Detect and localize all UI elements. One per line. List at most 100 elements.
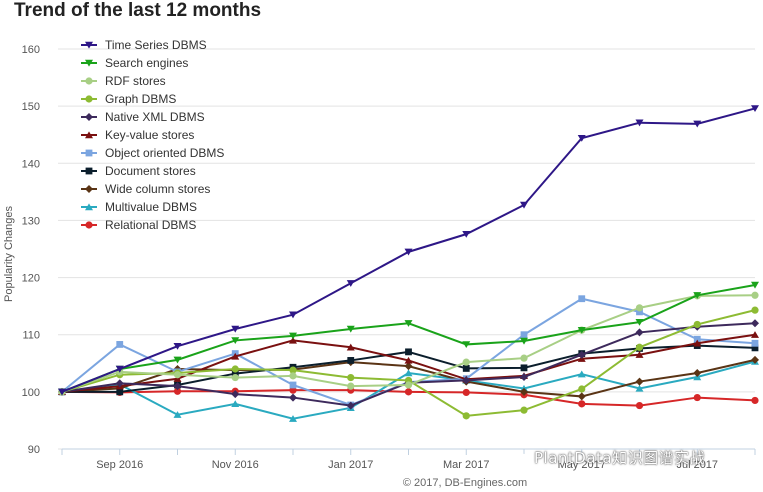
data-point[interactable]: [751, 339, 759, 347]
data-point[interactable]: [462, 341, 471, 349]
data-point[interactable]: [289, 332, 297, 340]
legend-item[interactable]: Native XML DBMS: [81, 110, 205, 124]
data-point[interactable]: [577, 326, 586, 334]
legend-item[interactable]: Key-value stores: [81, 128, 194, 142]
data-point[interactable]: [289, 415, 297, 422]
data-point[interactable]: [635, 119, 644, 127]
data-point[interactable]: [635, 351, 644, 358]
data-point[interactable]: [577, 134, 586, 142]
legend-item[interactable]: Relational DBMS: [81, 218, 196, 232]
data-point[interactable]: [751, 331, 759, 338]
data-point[interactable]: [289, 311, 297, 319]
data-point[interactable]: [346, 325, 355, 333]
data-point[interactable]: [231, 400, 240, 408]
data-point[interactable]: [520, 406, 528, 414]
data-point[interactable]: [693, 292, 702, 299]
data-point[interactable]: [578, 400, 586, 408]
legend-marker[interactable]: [85, 59, 93, 67]
data-point[interactable]: [116, 341, 124, 348]
data-point[interactable]: [577, 370, 586, 378]
data-point[interactable]: [751, 291, 759, 299]
legend-marker[interactable]: [85, 95, 93, 103]
data-point[interactable]: [635, 377, 644, 386]
legend-item[interactable]: Object oriented DBMS: [81, 146, 224, 160]
legend-marker[interactable]: [85, 185, 93, 193]
data-point[interactable]: [347, 373, 355, 382]
data-point[interactable]: [636, 308, 643, 316]
data-point[interactable]: [115, 365, 124, 373]
data-point[interactable]: [462, 388, 470, 397]
data-point[interactable]: [346, 343, 355, 351]
data-point[interactable]: [751, 281, 759, 289]
data-point[interactable]: [231, 373, 239, 382]
data-point[interactable]: [462, 358, 470, 366]
data-point[interactable]: [173, 382, 182, 391]
data-point[interactable]: [231, 370, 239, 377]
data-point[interactable]: [751, 355, 759, 364]
data-point[interactable]: [289, 393, 297, 402]
legend-marker[interactable]: [85, 221, 93, 229]
data-point[interactable]: [693, 339, 702, 347]
data-point[interactable]: [173, 387, 182, 395]
legend-marker[interactable]: [85, 113, 93, 121]
data-point[interactable]: [462, 376, 471, 385]
legend[interactable]: Time Series DBMS Search engines RDF stores…: [81, 38, 224, 232]
legend-item[interactable]: Document stores: [81, 164, 196, 178]
data-point[interactable]: [231, 390, 240, 399]
data-point[interactable]: [231, 365, 239, 373]
data-point[interactable]: [173, 371, 182, 379]
data-point[interactable]: [751, 306, 759, 314]
data-point[interactable]: [173, 375, 182, 382]
data-point[interactable]: [577, 392, 586, 401]
legend-item[interactable]: Wide column stores: [81, 182, 210, 196]
data-point[interactable]: [693, 393, 701, 402]
data-point[interactable]: [751, 344, 759, 352]
legend-marker[interactable]: [85, 77, 93, 85]
data-point[interactable]: [347, 382, 355, 390]
legend-marker[interactable]: [85, 149, 93, 157]
data-point[interactable]: [635, 384, 644, 392]
data-point[interactable]: [693, 120, 702, 128]
legend-item[interactable]: Search engines: [81, 56, 188, 70]
data-point[interactable]: [520, 331, 528, 339]
data-point[interactable]: [173, 342, 182, 350]
data-point[interactable]: [347, 357, 355, 364]
legend-item[interactable]: Graph DBMS: [81, 92, 176, 106]
data-point[interactable]: [520, 354, 528, 362]
data-point[interactable]: [231, 325, 240, 333]
legend-marker[interactable]: [85, 167, 93, 175]
data-point[interactable]: [289, 366, 297, 374]
data-point[interactable]: [115, 379, 124, 388]
data-point[interactable]: [635, 328, 644, 337]
data-point[interactable]: [635, 401, 644, 410]
data-point[interactable]: [578, 385, 586, 393]
data-point[interactable]: [462, 230, 471, 238]
data-point[interactable]: [289, 381, 297, 389]
data-point[interactable]: [346, 401, 355, 410]
data-point[interactable]: [520, 373, 528, 381]
data-point[interactable]: [404, 356, 413, 364]
data-point[interactable]: [578, 295, 586, 303]
data-point[interactable]: [635, 304, 644, 312]
data-point[interactable]: [635, 343, 644, 351]
data-point[interactable]: [520, 337, 528, 345]
data-point[interactable]: [116, 388, 124, 396]
data-point[interactable]: [462, 412, 470, 420]
data-point[interactable]: [404, 320, 413, 327]
legend-item[interactable]: Time Series DBMS: [81, 38, 207, 52]
data-point[interactable]: [173, 411, 182, 418]
legend-item[interactable]: Multivalue DBMS: [81, 200, 197, 214]
legend-marker[interactable]: [85, 41, 93, 49]
data-point[interactable]: [520, 201, 528, 209]
data-point[interactable]: [404, 248, 413, 256]
data-point[interactable]: [346, 280, 355, 287]
data-point[interactable]: [404, 369, 413, 377]
data-point[interactable]: [520, 387, 528, 396]
data-point[interactable]: [404, 388, 413, 396]
data-point[interactable]: [520, 364, 528, 372]
data-point[interactable]: [231, 352, 240, 360]
data-point[interactable]: [404, 381, 413, 389]
data-point[interactable]: [289, 372, 297, 380]
data-point[interactable]: [462, 365, 470, 372]
legend-item[interactable]: RDF stores: [81, 74, 166, 88]
